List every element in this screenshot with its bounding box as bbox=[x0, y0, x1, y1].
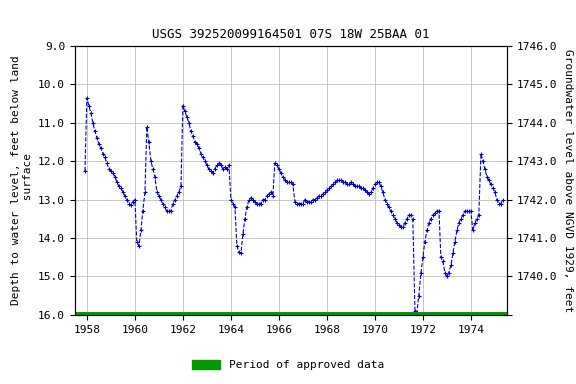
Y-axis label: Depth to water level, feet below land
 surface: Depth to water level, feet below land su… bbox=[11, 56, 33, 305]
Title: USGS 392520099164501 07S 18W 25BAA 01: USGS 392520099164501 07S 18W 25BAA 01 bbox=[152, 28, 430, 41]
Legend: Period of approved data: Period of approved data bbox=[188, 356, 388, 375]
Y-axis label: Groundwater level above NGVD 1929, feet: Groundwater level above NGVD 1929, feet bbox=[563, 49, 573, 312]
